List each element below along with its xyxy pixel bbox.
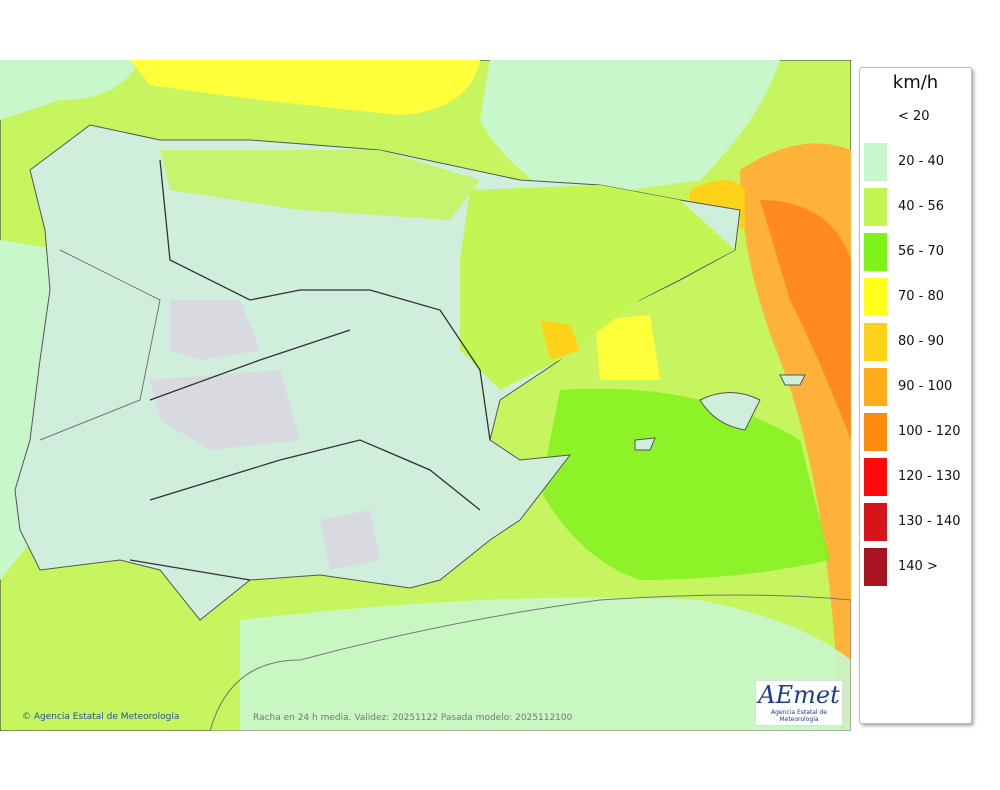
legend-label: 130 - 140 bbox=[898, 514, 961, 529]
legend-item: 40 - 56 bbox=[864, 188, 969, 226]
legend-item: 130 - 140 bbox=[864, 503, 969, 541]
legend-swatch bbox=[864, 323, 887, 361]
legend-swatch bbox=[864, 233, 887, 271]
legend-label: 56 - 70 bbox=[898, 244, 945, 259]
legend: km/h < 20 20 - 40 40 - 56 56 - 70 70 - 80 80 … bbox=[859, 67, 972, 724]
legend-item: < 20 bbox=[864, 98, 969, 136]
wind-zone bbox=[240, 597, 851, 731]
legend-label: < 20 bbox=[898, 109, 930, 124]
wind-zone bbox=[460, 185, 735, 390]
legend-label: 20 - 40 bbox=[898, 154, 945, 169]
wind-zone bbox=[540, 388, 830, 580]
region-border bbox=[129, 159, 491, 581]
logo-title: AEmet bbox=[758, 681, 840, 709]
calm-zone bbox=[150, 300, 380, 570]
legend-swatch bbox=[864, 188, 887, 226]
legend-label: 70 - 80 bbox=[898, 289, 945, 304]
legend-label: 140 > bbox=[898, 559, 938, 574]
legend-swatch bbox=[864, 278, 887, 316]
legend-swatch bbox=[864, 368, 887, 406]
legend-unit: km/h bbox=[892, 72, 939, 93]
wind-zone bbox=[760, 200, 851, 440]
legend-label: 90 - 100 bbox=[898, 379, 953, 394]
legend-item: 120 - 130 bbox=[864, 458, 969, 496]
legend-swatch bbox=[864, 548, 887, 586]
legend-item: 100 - 120 bbox=[864, 413, 969, 451]
wind-zone bbox=[540, 320, 580, 360]
wind-map bbox=[0, 60, 851, 731]
balearic-islands bbox=[634, 374, 806, 451]
legend-item: 56 - 70 bbox=[864, 233, 969, 271]
wind-zone bbox=[595, 315, 660, 380]
legend-item: 90 - 100 bbox=[864, 368, 969, 406]
wind-zone bbox=[160, 150, 480, 220]
legend-swatch bbox=[864, 503, 887, 541]
wind-zone bbox=[130, 60, 480, 115]
legend-swatch bbox=[864, 413, 887, 451]
legend-item: 140 > bbox=[864, 548, 969, 586]
legend-item: 20 - 40 bbox=[864, 143, 969, 181]
legend-label: 80 - 90 bbox=[898, 334, 945, 349]
legend-item: 70 - 80 bbox=[864, 278, 969, 316]
legend-swatch bbox=[864, 458, 887, 496]
africa-coast bbox=[209, 594, 851, 731]
caption: Racha en 24 h media. Validez: 20251122 P… bbox=[253, 713, 573, 723]
logo-subtitle: Agencia Estatal de Meteorología bbox=[770, 709, 827, 723]
legend-item: 80 - 90 bbox=[864, 323, 969, 361]
legend-label: 40 - 56 bbox=[898, 199, 945, 214]
wind-zone bbox=[0, 60, 140, 120]
legend-swatch bbox=[864, 143, 887, 181]
border bbox=[39, 249, 161, 441]
logo: AEmet Agencia Estatal de Meteorología bbox=[755, 680, 843, 726]
legend-label: 100 - 120 bbox=[898, 424, 961, 439]
credit: © Agencia Estatal de Meteorología bbox=[22, 712, 180, 722]
wind-zone bbox=[480, 60, 780, 200]
legend-label: 120 - 130 bbox=[898, 469, 961, 484]
